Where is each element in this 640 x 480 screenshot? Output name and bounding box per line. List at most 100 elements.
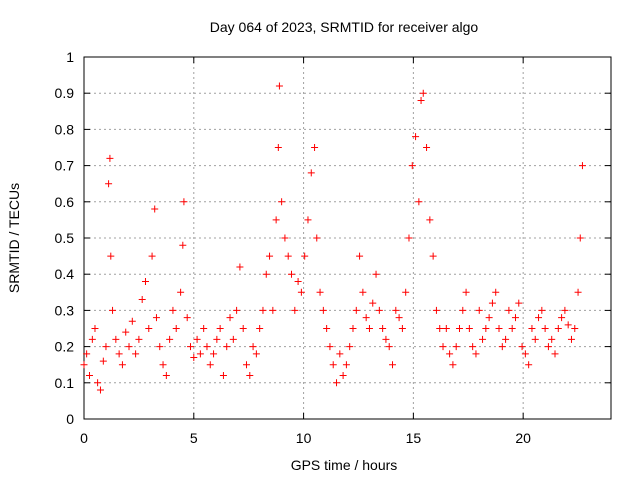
data-point [495,325,503,332]
data-point [269,306,277,314]
scatter-points [80,82,586,394]
data-point [333,379,341,387]
data-point [236,263,244,271]
data-point [138,296,146,304]
data-point [369,299,377,307]
y-tick-label: 0 [66,411,74,427]
data-point [518,343,526,351]
data-point [412,133,420,141]
data-point [578,162,586,170]
data-point [531,335,539,343]
data-point [362,314,370,322]
data-point [442,325,450,332]
data-point [145,325,153,332]
data-point [196,350,204,358]
data-point [379,325,387,332]
data-point [219,372,227,380]
data-point [294,277,302,285]
data-point [492,288,500,296]
y-tick-label: 0.4 [55,266,75,282]
data-point [459,306,467,314]
data-point [122,328,130,336]
data-point [574,288,582,296]
data-point [177,288,185,296]
data-point [125,343,133,351]
data-point [359,288,367,296]
data-point [193,335,201,343]
data-point [339,372,347,380]
data-point [436,325,444,332]
data-point [186,343,194,351]
data-point [179,241,187,249]
data-point [326,343,334,351]
y-tick-label: 0.7 [55,158,75,174]
data-point [538,306,546,314]
data-point [83,350,91,358]
data-point [242,361,250,369]
data-point [342,361,350,369]
data-point [375,306,383,314]
data-point [162,372,170,380]
data-point [415,198,423,206]
x-tick-label: 5 [190,430,198,446]
data-point [313,234,321,242]
data-point [206,361,214,369]
data-point [281,234,289,242]
data-point [262,270,270,278]
data-point [472,350,480,358]
data-point [561,306,569,314]
x-tick-label: 0 [80,430,88,446]
y-axis-label: SRMTID / TECUs [6,183,22,293]
data-point [200,325,208,332]
data-point [449,361,457,369]
data-point [88,335,96,343]
data-point [515,299,523,307]
chart-title: Day 064 of 2023, SRMTID for receiver alg… [210,19,479,35]
data-point [382,335,390,343]
data-point [128,317,136,325]
data-point [284,252,292,260]
data-point [528,325,536,332]
data-point [166,335,174,343]
x-axis-label: GPS time / hours [291,457,398,473]
data-point [488,299,496,307]
data-point [551,350,559,358]
data-point [266,252,274,260]
data-point [455,325,463,332]
data-point [423,144,431,151]
data-point [446,350,454,358]
data-point [106,154,114,162]
data-point [115,350,123,358]
data-point [246,372,254,380]
data-point [259,306,267,314]
x-tick-label: 10 [296,430,312,446]
data-point [564,321,572,329]
data-point [417,96,425,104]
data-point [223,343,231,351]
data-point [405,234,413,242]
data-point [275,82,283,90]
data-point [210,350,218,358]
data-point [554,325,562,332]
data-point [452,343,460,351]
data-point [107,252,115,260]
data-point [352,306,360,314]
data-point [105,180,113,188]
data-point [118,361,126,369]
data-point [432,306,440,314]
data-point [112,335,120,343]
data-point [479,335,487,343]
y-tick-label: 0.1 [55,375,75,391]
data-point [475,306,483,314]
data-point [94,379,102,387]
data-point [567,335,575,343]
y-tick-label: 0.2 [55,339,75,355]
data-point [141,277,149,285]
data-point [102,343,110,351]
data-point [249,343,257,351]
data-point [239,325,247,332]
data-point [152,314,160,322]
data-point [392,306,400,314]
y-tick-label: 0.9 [55,85,75,101]
x-tick-label: 15 [406,430,422,446]
